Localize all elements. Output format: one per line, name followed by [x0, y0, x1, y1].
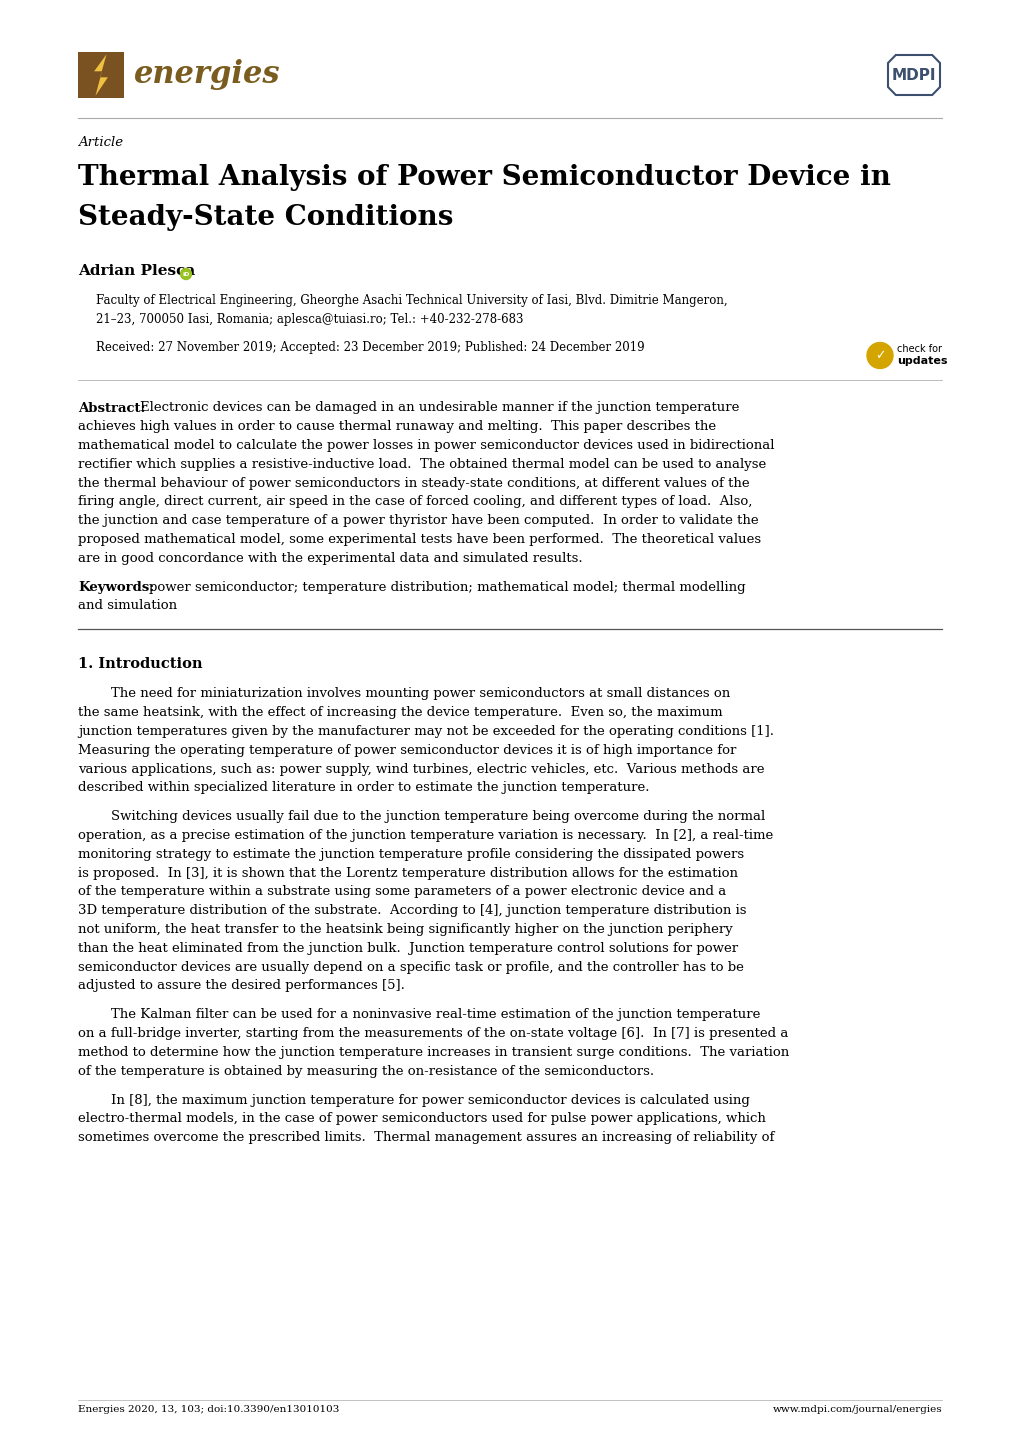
- Text: Energies 2020, 13, 103; doi:10.3390/en13010103: Energies 2020, 13, 103; doi:10.3390/en13…: [77, 1405, 339, 1415]
- Text: Adrian Plesca: Adrian Plesca: [77, 264, 195, 278]
- Text: described within specialized literature in order to estimate the junction temper: described within specialized literature …: [77, 782, 649, 795]
- Text: Thermal Analysis of Power Semiconductor Device in: Thermal Analysis of Power Semiconductor …: [77, 164, 890, 190]
- Text: www.mdpi.com/journal/energies: www.mdpi.com/journal/energies: [771, 1405, 942, 1415]
- Text: Keywords:: Keywords:: [77, 581, 154, 594]
- Text: ✓: ✓: [874, 349, 884, 362]
- Text: rectifier which supplies a resistive-inductive load.  The obtained thermal model: rectifier which supplies a resistive-ind…: [77, 459, 765, 472]
- Text: proposed mathematical model, some experimental tests have been performed.  The t: proposed mathematical model, some experi…: [77, 534, 760, 547]
- Text: firing angle, direct current, air speed in the case of forced cooling, and diffe: firing angle, direct current, air speed …: [77, 496, 752, 509]
- Text: Article: Article: [77, 136, 123, 149]
- Text: the thermal behaviour of power semiconductors in steady-state conditions, at dif: the thermal behaviour of power semicondu…: [77, 477, 749, 490]
- Text: monitoring strategy to estimate the junction temperature profile considering the: monitoring strategy to estimate the junc…: [77, 848, 744, 861]
- FancyBboxPatch shape: [77, 52, 124, 98]
- Text: energies: energies: [133, 59, 280, 91]
- Text: Abstract:: Abstract:: [77, 401, 146, 414]
- Text: is proposed.  In [3], it is shown that the Lorentz temperature distribution allo: is proposed. In [3], it is shown that th…: [77, 867, 738, 880]
- Text: The Kalman filter can be used for a noninvasive real-time estimation of the junc: The Kalman filter can be used for a noni…: [111, 1008, 759, 1021]
- Text: the junction and case temperature of a power thyristor have been computed.  In o: the junction and case temperature of a p…: [77, 515, 758, 528]
- Text: adjusted to assure the desired performances [5].: adjusted to assure the desired performan…: [77, 979, 405, 992]
- Text: MDPI: MDPI: [891, 68, 935, 82]
- Text: power semiconductor; temperature distribution; mathematical model; thermal model: power semiconductor; temperature distrib…: [149, 581, 745, 594]
- Circle shape: [866, 343, 892, 369]
- Text: 21–23, 700050 Iasi, Romania; aplesca@tuiasi.ro; Tel.: +40-232-278-683: 21–23, 700050 Iasi, Romania; aplesca@tui…: [96, 313, 523, 326]
- Text: mathematical model to calculate the power losses in power semiconductor devices : mathematical model to calculate the powe…: [77, 440, 773, 453]
- Text: on a full-bridge inverter, starting from the measurements of the on-state voltag: on a full-bridge inverter, starting from…: [77, 1027, 788, 1040]
- Text: iD: iD: [182, 271, 190, 277]
- Text: Received: 27 November 2019; Accepted: 23 December 2019; Published: 24 December 2: Received: 27 November 2019; Accepted: 23…: [96, 342, 644, 355]
- Text: updates: updates: [896, 356, 947, 365]
- Text: Electronic devices can be damaged in an undesirable manner if the junction tempe: Electronic devices can be damaged in an …: [140, 401, 739, 414]
- Text: sometimes overcome the prescribed limits.  Thermal management assures an increas: sometimes overcome the prescribed limits…: [77, 1131, 773, 1144]
- Text: are in good concordance with the experimental data and simulated results.: are in good concordance with the experim…: [77, 552, 582, 565]
- Polygon shape: [94, 55, 108, 95]
- Text: Switching devices usually fail due to the junction temperature being overcome du: Switching devices usually fail due to th…: [111, 810, 764, 823]
- Text: various applications, such as: power supply, wind turbines, electric vehicles, e: various applications, such as: power sup…: [77, 763, 764, 776]
- Text: and simulation: and simulation: [77, 600, 177, 613]
- Text: the same heatsink, with the effect of increasing the device temperature.  Even s: the same heatsink, with the effect of in…: [77, 707, 721, 720]
- Text: semiconductor devices are usually depend on a specific task or profile, and the : semiconductor devices are usually depend…: [77, 960, 743, 973]
- Text: of the temperature within a substrate using some parameters of a power electroni: of the temperature within a substrate us…: [77, 885, 726, 898]
- Text: In [8], the maximum junction temperature for power semiconductor devices is calc: In [8], the maximum junction temperature…: [111, 1093, 749, 1106]
- Text: not uniform, the heat transfer to the heatsink being significantly higher on the: not uniform, the heat transfer to the he…: [77, 923, 732, 936]
- Text: The need for miniaturization involves mounting power semiconductors at small dis: The need for miniaturization involves mo…: [111, 688, 730, 701]
- Text: 3D temperature distribution of the substrate.  According to [4], junction temper: 3D temperature distribution of the subst…: [77, 904, 746, 917]
- Text: Steady-State Conditions: Steady-State Conditions: [77, 203, 452, 231]
- Text: check for: check for: [896, 345, 942, 355]
- Text: method to determine how the junction temperature increases in transient surge co: method to determine how the junction tem…: [77, 1045, 789, 1058]
- Text: 1. Introduction: 1. Introduction: [77, 658, 203, 672]
- Text: operation, as a precise estimation of the junction temperature variation is nece: operation, as a precise estimation of th…: [77, 829, 772, 842]
- Text: of the temperature is obtained by measuring the on-resistance of the semiconduct: of the temperature is obtained by measur…: [77, 1064, 653, 1077]
- Text: achieves high values in order to cause thermal runaway and melting.  This paper : achieves high values in order to cause t…: [77, 420, 715, 433]
- Text: electro-thermal models, in the case of power semiconductors used for pulse power: electro-thermal models, in the case of p…: [77, 1112, 765, 1125]
- Text: Faculty of Electrical Engineering, Gheorghe Asachi Technical University of Iasi,: Faculty of Electrical Engineering, Gheor…: [96, 294, 727, 307]
- Circle shape: [180, 268, 192, 280]
- Text: than the heat eliminated from the junction bulk.  Junction temperature control s: than the heat eliminated from the juncti…: [77, 942, 738, 955]
- Text: junction temperatures given by the manufacturer may not be exceeded for the oper: junction temperatures given by the manuf…: [77, 725, 773, 738]
- Text: Measuring the operating temperature of power semiconductor devices it is of high: Measuring the operating temperature of p…: [77, 744, 736, 757]
